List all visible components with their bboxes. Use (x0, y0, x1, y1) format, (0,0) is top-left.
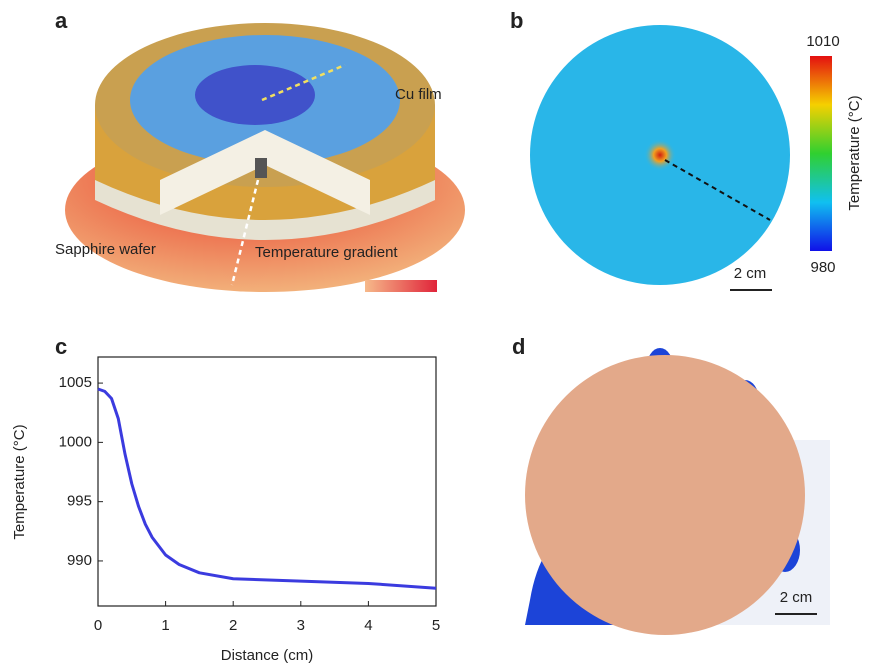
panel-label: d (512, 334, 525, 359)
figure: a Cu film Sapphire wafer Temperature gra… (0, 0, 870, 666)
x-tick-label: 4 (364, 617, 372, 634)
scale-label: 2 cm (734, 265, 767, 282)
y-tick-label: 995 (67, 493, 92, 510)
colorbar-label: 980 (810, 259, 835, 276)
x-tick-label: 3 (297, 617, 305, 634)
panel-label: c (55, 334, 67, 359)
grain-center (195, 65, 315, 125)
panel-b: b 1010 980 Temperature (°C) 2 cm (510, 8, 863, 290)
panel-d: d 2 cm (512, 334, 830, 635)
y-tick-label: 1000 (59, 433, 92, 450)
cu-wafer (525, 355, 805, 635)
y-axis-label: Temperature (°C) (11, 424, 28, 539)
annotation: Temperature gradient (255, 244, 398, 261)
seed (255, 158, 267, 178)
colorbar-label: 1010 (806, 33, 839, 50)
panel-a: a Cu film Sapphire wafer Temperature gra… (55, 8, 465, 292)
line (98, 389, 436, 588)
x-tick-label: 5 (432, 617, 440, 634)
gradient-bar (365, 280, 437, 292)
annotation: Cu film (395, 86, 442, 103)
y-tick-label: 1005 (59, 374, 92, 391)
y-tick-label: 990 (67, 552, 92, 569)
panel-c: c Distance (cm) Temperature (°C) 0 1 2 3 4 5 9… (11, 334, 440, 664)
hotspot (644, 139, 676, 171)
x-axis-label: Distance (cm) (221, 647, 314, 664)
x-tick-label: 1 (161, 617, 169, 634)
plot-frame (98, 357, 436, 606)
colorbar (810, 56, 832, 251)
scale-label: 2 cm (780, 589, 813, 606)
annotation: Sapphire wafer (55, 241, 156, 258)
x-tick-label: 2 (229, 617, 237, 634)
panel-label: a (55, 8, 68, 33)
colorbar-title: Temperature (°C) (846, 95, 863, 210)
panel-label: b (510, 8, 523, 33)
x-tick-label: 0 (94, 617, 102, 634)
